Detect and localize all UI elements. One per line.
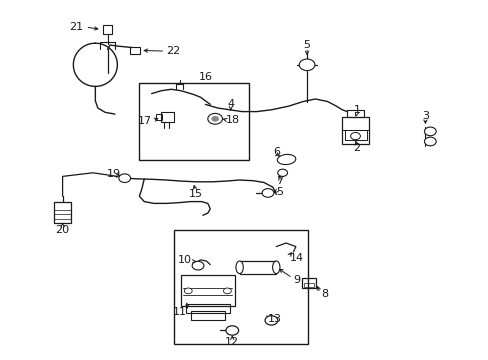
Circle shape [225, 326, 238, 335]
Text: 8: 8 [321, 289, 328, 300]
Ellipse shape [272, 261, 279, 274]
Circle shape [424, 137, 435, 146]
Text: 10: 10 [178, 255, 192, 265]
Circle shape [262, 189, 273, 197]
Circle shape [223, 288, 231, 294]
Circle shape [119, 174, 130, 183]
Bar [190, 311, 224, 320]
Text: 17: 17 [137, 116, 151, 126]
Bar [239, 261, 276, 274]
Bar [129, 47, 140, 54]
Circle shape [299, 59, 314, 71]
Text: 22: 22 [166, 46, 180, 56]
Ellipse shape [277, 154, 295, 165]
Text: 3: 3 [421, 111, 428, 121]
Circle shape [211, 116, 218, 121]
Text: 11: 11 [172, 307, 186, 318]
Bar [161, 112, 173, 122]
Bar [156, 114, 162, 120]
Bar [346, 110, 364, 117]
Circle shape [264, 316, 277, 325]
Text: 7: 7 [276, 176, 283, 186]
Text: 19: 19 [106, 169, 120, 179]
Text: 14: 14 [289, 253, 303, 264]
Circle shape [184, 288, 192, 294]
Text: 9: 9 [293, 275, 300, 285]
Bar [139, 83, 249, 160]
Text: 13: 13 [267, 314, 282, 324]
Circle shape [277, 169, 287, 176]
Bar [173, 230, 307, 344]
Text: 12: 12 [225, 337, 239, 347]
Text: 4: 4 [227, 99, 234, 109]
Bar [102, 25, 112, 34]
Text: 5: 5 [303, 40, 310, 50]
Bar [342, 117, 368, 144]
Text: 6: 6 [272, 147, 279, 157]
Text: 1: 1 [353, 105, 360, 115]
Bar [185, 304, 229, 313]
Text: 18: 18 [225, 114, 240, 125]
Bar [302, 278, 315, 288]
Circle shape [192, 261, 203, 270]
Text: 21: 21 [69, 22, 82, 32]
Bar [181, 275, 234, 306]
Bar [344, 130, 366, 140]
Text: 16: 16 [198, 72, 212, 82]
Bar [303, 283, 314, 287]
Text: 2: 2 [353, 143, 360, 153]
Text: 5: 5 [275, 187, 282, 197]
Ellipse shape [235, 261, 243, 274]
Circle shape [424, 127, 435, 136]
Circle shape [207, 113, 222, 124]
Text: 20: 20 [56, 225, 69, 235]
Text: 15: 15 [188, 189, 202, 199]
Bar [54, 202, 71, 223]
Circle shape [350, 132, 360, 140]
